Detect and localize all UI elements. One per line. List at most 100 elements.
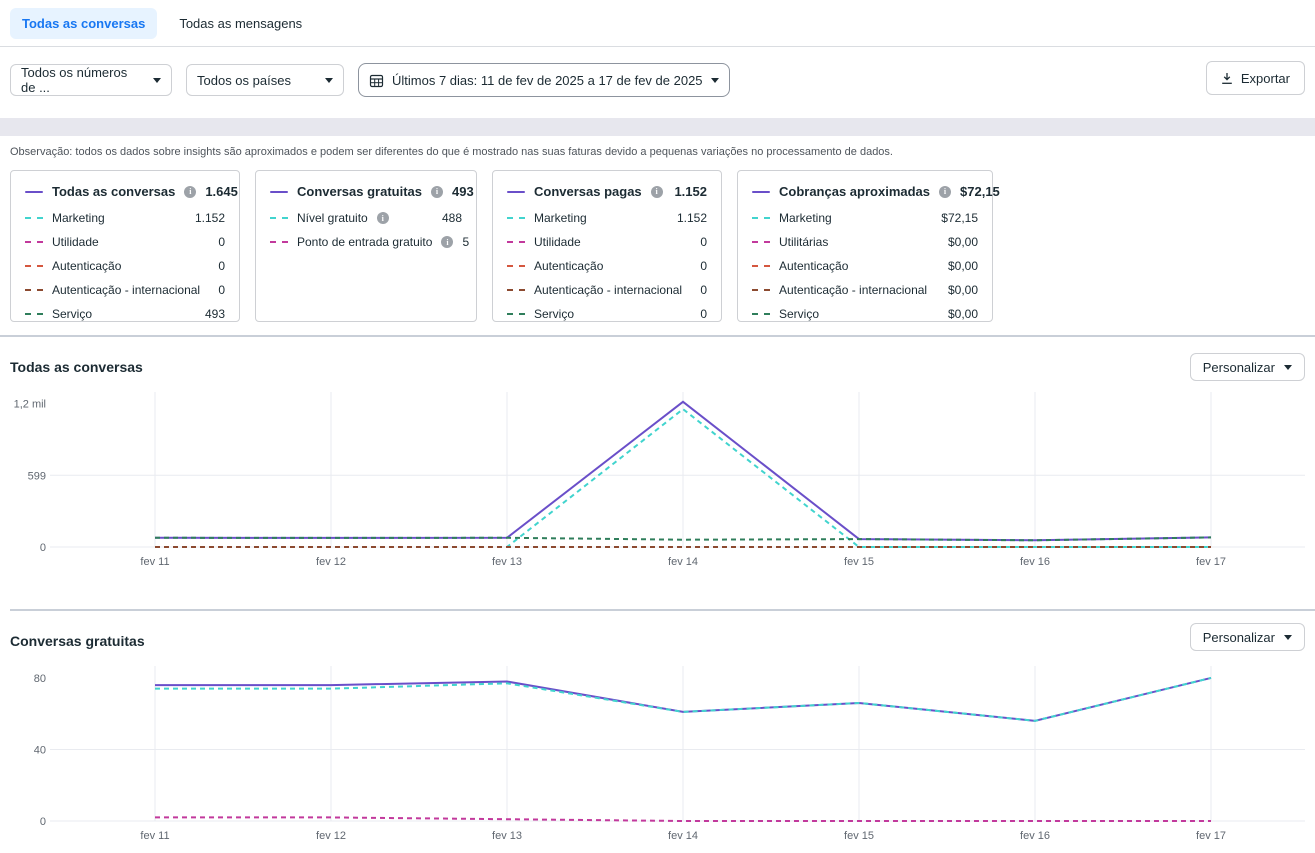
- legend-value: $0,00: [948, 235, 978, 249]
- summary-card: Cobranças aproximadasi$72,15Marketing$72…: [737, 170, 993, 322]
- legend-swatch: [507, 313, 525, 315]
- chevron-down-icon: [1284, 365, 1292, 370]
- y-axis-label: 599: [28, 470, 46, 482]
- legend-value: 1.152: [674, 184, 707, 199]
- legend-label: Todas as conversas: [52, 184, 175, 199]
- x-axis-label: fev 11: [140, 830, 169, 842]
- personalize-button[interactable]: Personalizar: [1190, 353, 1305, 381]
- date-range-value: Últimos 7 dias: 11 de fev de 2025 a 17 d…: [392, 73, 703, 88]
- legend-row: Autenticação - internacional $0,00: [752, 283, 978, 297]
- chart-title: Todas as conversas: [0, 337, 1315, 375]
- legend-value: 1.152: [195, 211, 225, 225]
- legend-value: 0: [700, 307, 707, 321]
- x-axis-label: fev 17: [1196, 556, 1226, 568]
- card-header-row: Conversas pagas i 1.152: [507, 184, 707, 199]
- date-range-dropdown[interactable]: Últimos 7 dias: 11 de fev de 2025 a 17 d…: [358, 63, 730, 97]
- legend-value: 0: [700, 235, 707, 249]
- legend-swatch: [507, 217, 525, 219]
- legend-value: 0: [218, 235, 225, 249]
- legend-value: $0,00: [948, 259, 978, 273]
- chart-section-todas-as-conversas: Todas as conversas Personalizar fev 11fe…: [0, 337, 1315, 609]
- countries-dropdown[interactable]: Todos os países: [186, 64, 344, 96]
- legend-swatch: [25, 241, 43, 243]
- legend-swatch: [25, 313, 43, 315]
- chart-section-conversas-gratuitas: Conversas gratuitas Personalizar fev 11f…: [0, 611, 1315, 851]
- legend-row: Autenticação0: [25, 259, 225, 273]
- personalize-button-label: Personalizar: [1203, 360, 1275, 375]
- x-axis-label: fev 13: [492, 556, 522, 568]
- legend-swatch: [270, 217, 288, 219]
- legend-row: Marketing$72,15: [752, 211, 978, 225]
- info-icon[interactable]: i: [651, 186, 663, 198]
- insights-disclaimer: Observação: todos os dados sobre insight…: [10, 146, 1305, 158]
- legend-label: Autenticação - internacional: [779, 283, 927, 297]
- tab-todas-as-mensagens[interactable]: Todas as mensagens: [167, 8, 314, 39]
- legend-value: $0,00: [948, 283, 978, 297]
- legend-swatch: [507, 289, 525, 291]
- y-axis-label: 0: [40, 542, 46, 554]
- calendar-icon: [369, 73, 384, 88]
- legend-row: Serviço493: [25, 307, 225, 321]
- legend-swatch: [752, 217, 770, 219]
- y-axis-label: 0: [40, 816, 46, 828]
- legend-label: Nível gratuito: [297, 211, 368, 225]
- export-button[interactable]: Exportar: [1206, 61, 1305, 95]
- page-band: [0, 118, 1315, 136]
- tab-todas-as-conversas[interactable]: Todas as conversas: [10, 8, 157, 39]
- legend-row: Utilidade0: [25, 235, 225, 249]
- legend-row: Autenticação $0,00: [752, 259, 978, 273]
- chevron-down-icon: [1284, 635, 1292, 640]
- legend-row: Marketing1.152: [25, 211, 225, 225]
- personalize-button[interactable]: Personalizar: [1190, 623, 1305, 651]
- legend-value: 1.152: [677, 211, 707, 225]
- legend-value: 493: [205, 307, 225, 321]
- legend-label: Conversas pagas: [534, 184, 642, 199]
- chevron-down-icon: [325, 78, 333, 83]
- legend-label: Conversas gratuitas: [297, 184, 422, 199]
- legend-label: Utilidade: [534, 235, 581, 249]
- info-icon[interactable]: i: [184, 186, 196, 198]
- card-header-row: Conversas gratuitasi493: [270, 184, 462, 199]
- legend-row: Serviço$0,00: [752, 307, 978, 321]
- phone-numbers-dropdown[interactable]: Todos os números de ...: [10, 64, 172, 96]
- x-axis-label: fev 14: [668, 556, 698, 568]
- info-icon[interactable]: i: [939, 186, 951, 198]
- info-icon[interactable]: i: [431, 186, 443, 198]
- info-icon[interactable]: i: [441, 236, 453, 248]
- summary-card: Conversas pagasi1.152Marketing1.152Utili…: [492, 170, 722, 322]
- countries-dropdown-value: Todos os países: [197, 73, 291, 88]
- legend-label: Utilitárias: [779, 235, 828, 249]
- legend-swatch: [752, 313, 770, 315]
- legend-row: Utilitárias $0,00: [752, 235, 978, 249]
- x-axis-label: fev 17: [1196, 830, 1226, 842]
- personalize-button-label: Personalizar: [1203, 630, 1275, 645]
- legend-value: 0: [218, 259, 225, 273]
- legend-value: 493: [452, 184, 474, 199]
- legend-swatch: [752, 241, 770, 243]
- legend-row: Utilidade 0: [507, 235, 707, 249]
- card-header-row: Cobranças aproximadasi$72,15: [752, 184, 978, 199]
- x-axis-label: fev 13: [492, 830, 522, 842]
- x-axis-label: fev 12: [316, 556, 346, 568]
- filter-bar: Todos os números de ... Todos os países …: [0, 47, 1315, 113]
- info-icon[interactable]: i: [377, 212, 389, 224]
- legend-swatch: [752, 191, 770, 193]
- legend-swatch: [25, 289, 43, 291]
- phone-numbers-dropdown-value: Todos os números de ...: [21, 65, 137, 95]
- legend-row: Autenticação - internacional0: [25, 283, 225, 297]
- legend-label: Cobranças aproximadas: [779, 184, 930, 199]
- legend-label: Autenticação: [779, 259, 848, 273]
- legend-row: Marketing1.152: [507, 211, 707, 225]
- legend-value: 488: [442, 211, 462, 225]
- x-axis-label: fev 12: [316, 830, 346, 842]
- legend-swatch: [507, 265, 525, 267]
- legend-swatch: [507, 191, 525, 193]
- legend-label: Autenticação - internacional: [534, 283, 682, 297]
- legend-swatch: [25, 217, 43, 219]
- y-axis-label: 40: [34, 744, 46, 756]
- legend-value: $0,00: [948, 307, 978, 321]
- legend-label: Marketing: [779, 211, 832, 225]
- legend-value: 1.645: [205, 184, 238, 199]
- x-axis-label: fev 16: [1020, 556, 1050, 568]
- chevron-down-icon: [153, 78, 161, 83]
